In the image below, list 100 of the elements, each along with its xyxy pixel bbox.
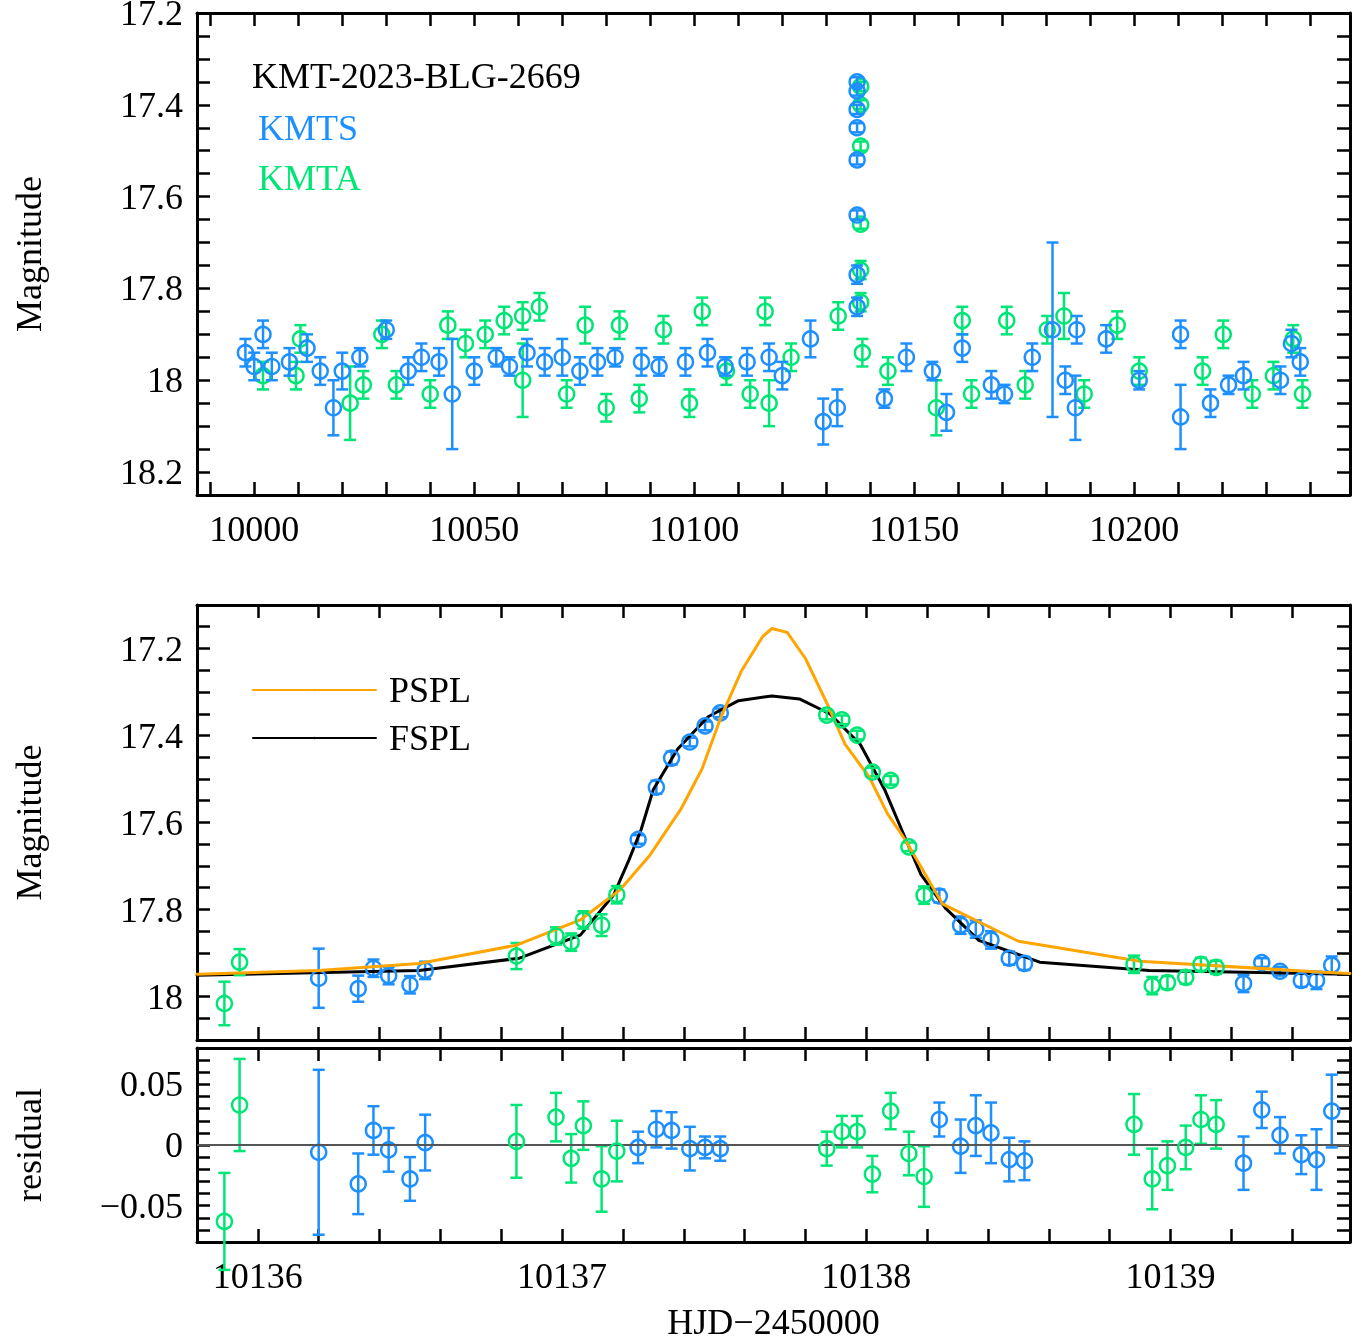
point [1108,316,1126,334]
point [662,1121,681,1140]
x-tick-label: 10139 [1125,1256,1216,1296]
point [387,376,406,394]
x-axis-title: HJD−2450000 [667,1302,880,1342]
point [741,385,759,403]
point [1323,1102,1341,1120]
point [562,1149,580,1168]
x-tick-label: 10100 [649,509,740,549]
point [513,371,532,389]
point [530,298,549,316]
point [998,311,1016,330]
point [476,325,494,344]
x-tick-label: 10136 [212,1256,303,1296]
point [401,1170,419,1188]
point [215,994,234,1013]
y-axis-title: Magnitude [9,744,49,901]
point [507,1132,526,1151]
x-tick-label: 10138 [821,1256,912,1296]
point [962,385,981,403]
point [1271,1126,1289,1145]
point [829,307,847,325]
point [1307,1150,1326,1169]
point [608,1142,626,1160]
point [848,1122,866,1141]
point [1214,325,1233,344]
y-tick-label: 17.8 [120,268,183,309]
point [711,1139,730,1158]
point [915,1167,933,1186]
point [1015,1152,1034,1170]
point [951,1137,970,1155]
line-series [195,626,1352,976]
point [1143,1170,1162,1188]
legend-title: KMT-2023-BLG-2669 [252,56,581,96]
point [421,385,439,403]
point [863,1165,882,1183]
y-tick-label: 18 [147,976,183,1017]
text: KMTS [258,108,359,148]
x-tick-label: 10150 [869,509,960,549]
x-tick-label: 10200 [1089,509,1180,549]
text: KMTA [258,158,362,198]
y-tick-label: 17.4 [120,715,183,756]
y-axis-title: residual [9,1088,49,1202]
point [760,394,778,412]
point [513,307,532,325]
y-tick-label: 0 [165,1125,183,1165]
y-tick-label: 17.8 [120,889,183,930]
point [1234,1154,1253,1172]
point [1292,1145,1311,1164]
point [1016,376,1034,394]
point [853,343,872,362]
point [1158,1156,1177,1175]
point [630,389,649,408]
point [833,1122,851,1141]
point [900,1144,918,1163]
point [1243,385,1262,403]
point [881,1102,900,1120]
point [1192,1110,1210,1129]
point [230,953,249,971]
point [576,316,594,334]
y-axis-title: Magnitude [9,176,49,332]
point [574,1116,593,1135]
point [1207,1115,1225,1134]
legend-label: FSPL [389,718,472,758]
point [681,1139,699,1158]
point [1193,362,1212,380]
point [215,1212,234,1231]
point [547,1108,565,1126]
point [439,316,457,334]
point [495,311,513,330]
legend-label: PSPL [389,670,472,710]
point [881,771,900,790]
point [456,334,475,353]
point [592,916,611,934]
point [982,1124,1000,1142]
point [693,302,711,321]
point [354,376,373,394]
y-tick-label: 17.2 [120,0,183,33]
y-tick-label: 17.6 [120,802,183,843]
point [647,1120,666,1138]
point [1253,1101,1271,1119]
point [341,394,359,412]
point [230,1096,249,1114]
x-tick-label: 10050 [429,509,520,549]
point [782,348,800,367]
y-tick-label: 0.05 [120,1064,183,1105]
point [953,311,972,330]
y-tick-label: 17.6 [120,176,183,217]
point [1125,1115,1143,1134]
y-tick-label: 18.2 [120,452,183,493]
y-tick-label: 18 [147,360,183,401]
point [507,947,526,965]
point [1000,1150,1019,1169]
point [654,321,673,339]
point [1293,385,1312,403]
point [597,399,616,417]
point [756,302,774,321]
x-tick-label: 10000 [209,509,300,549]
point [610,316,629,334]
y-tick-label: 17.4 [120,84,183,125]
